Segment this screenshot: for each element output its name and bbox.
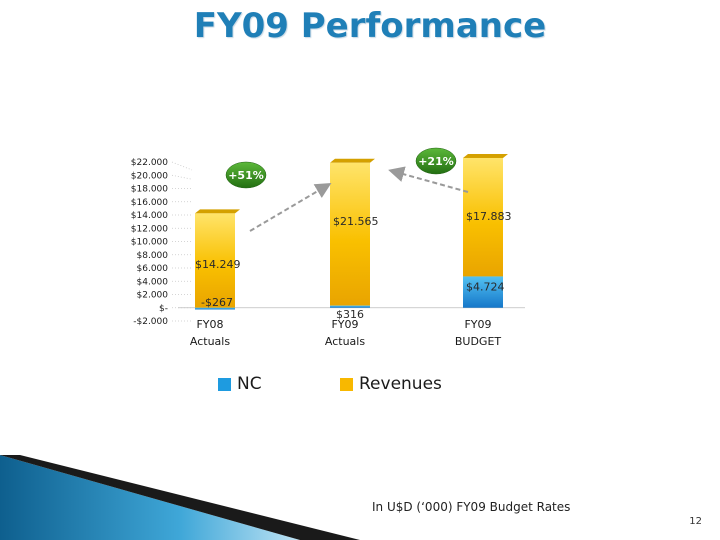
legend-item-nc: NC (218, 372, 262, 396)
x-label-line1: FY08 (196, 318, 223, 331)
data-label-nc: -$267 (201, 296, 233, 309)
y-tick-label: $4.000 (137, 277, 169, 287)
y-tick-label: $20.000 (131, 171, 168, 181)
y-tick-label: $22.000 (131, 158, 168, 168)
x-label-line2: BUDGET (455, 335, 502, 348)
tick-leader (171, 174, 193, 180)
bar-revenues (195, 213, 235, 308)
data-label-revenues: $17.883 (466, 210, 512, 223)
growth-badge (225, 161, 267, 189)
legend-swatch-revenues (340, 377, 353, 391)
y-tick-label: $- (159, 304, 168, 314)
y-tick-label: -$2.000 (133, 317, 168, 327)
x-label-line2: Actuals (325, 335, 365, 348)
bar-revenues (330, 162, 370, 306)
y-tick-label: $18.000 (131, 185, 168, 195)
legend-item-revenues: Revenues (340, 372, 442, 396)
growth-badge-label: +21% (418, 155, 454, 168)
legend-label-nc: NC (237, 374, 262, 394)
bar-top-face (195, 209, 240, 214)
y-tick-label: $8.000 (137, 251, 169, 261)
bar-revenues (463, 157, 503, 277)
data-label-revenues: $21.565 (333, 215, 379, 228)
bar-nc (195, 307, 235, 310)
data-label-revenues: $14.249 (195, 258, 241, 271)
page-number: 12 (689, 516, 702, 527)
tick-leader (171, 161, 193, 171)
legend-label-revenues: Revenues (359, 374, 442, 394)
y-tick-label: $12.000 (131, 224, 168, 234)
x-label-line1: FY09 (464, 318, 491, 331)
data-label-nc: $4.724 (466, 280, 505, 293)
growth-arrow (249, 182, 332, 232)
bottom-decorative-stripe (0, 455, 360, 540)
growth-arrow (388, 166, 469, 193)
bar-nc (463, 276, 503, 308)
bar-top-face (463, 153, 508, 158)
growth-badge (415, 147, 457, 175)
growth-badge-label: +51% (228, 169, 264, 182)
footnote: In U$D (‘000) FY09 Budget Rates (372, 500, 571, 514)
slide-title: FY09 Performance (193, 6, 547, 46)
y-tick-label: $6.000 (137, 264, 169, 274)
y-tick-label: $10.000 (131, 238, 168, 248)
y-tick-label: $2.000 (137, 291, 169, 301)
y-tick-label: $14.000 (131, 211, 168, 221)
x-label-line2: Actuals (190, 335, 230, 348)
x-label-line1: FY09 (331, 318, 358, 331)
bar-nc (330, 305, 370, 308)
data-label-nc: $316 (336, 308, 364, 321)
legend-swatch-nc (218, 377, 231, 391)
bar-top-face (330, 158, 375, 163)
y-tick-label: $16.000 (131, 198, 168, 208)
